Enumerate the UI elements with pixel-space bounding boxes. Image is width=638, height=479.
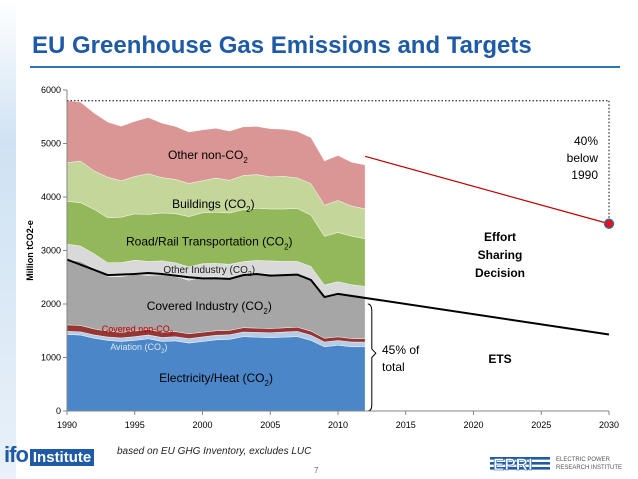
left-accent-bar: [0, 0, 16, 479]
stacked-areas: [66, 100, 366, 412]
chart-labels: Other non-CO2 Buildings (CO2) Road/Rail Tr…: [102, 134, 599, 388]
area-label-other-non-co2: Other non-CO2: [168, 148, 248, 165]
svg-text:RESEARCH INSTITUTE: RESEARCH INSTITUTE: [556, 465, 622, 471]
x-tick-label: 2015: [396, 420, 416, 430]
area-label-other-industry-co2: Other Industry (CO2): [163, 265, 255, 278]
y-tick-label: 1000: [41, 353, 61, 363]
y-tick-label: 3000: [41, 246, 61, 256]
svg-text:ELECTRIC POWER: ELECTRIC POWER: [556, 457, 611, 463]
ets-line: [66, 258, 610, 336]
ifo-logo-suffix: Institute: [29, 449, 95, 466]
y-axis-label: Million tCO2-e: [25, 220, 35, 281]
chart-axes: 0 1000 2000 3000 4000 5000 6000 1990 1995 2000 200…: [25, 85, 619, 430]
area-label-buildings-co2: Buildings (CO2): [172, 197, 254, 214]
ifo-logo-main: ifo: [4, 442, 29, 467]
y-tick-label: 4000: [41, 192, 61, 202]
x-tick-label: 1990: [57, 420, 77, 430]
target-path-line: [364, 155, 610, 225]
area-label-aviation-co2: Aviation (CO2): [110, 342, 167, 355]
chart-lines: [66, 100, 615, 412]
area-label-electricity-heat-co2: Electricity/Heat (CO2): [159, 371, 273, 388]
area-label-road-rail-transportation-co2: Road/Rail Transportation (CO2): [126, 235, 293, 252]
area-label-covered-industry-co2: Covered Industry (CO2): [147, 299, 272, 316]
y-tick-label: 6000: [41, 85, 61, 95]
x-tick-label: 1995: [125, 420, 145, 430]
target-label-line: 1990: [571, 168, 598, 182]
x-tick-label: 2010: [328, 420, 348, 430]
x-tick-label: 2025: [531, 420, 551, 430]
x-tick-label: 2030: [599, 420, 619, 430]
target-2030-marker: [603, 218, 615, 229]
target-label-line: below: [567, 151, 599, 165]
area-label-covered-non-co2: Covered non-CO2: [102, 324, 174, 337]
epri-logo: EPRI ELECTRIC POWER RESEARCH INSTITUTE: [490, 455, 622, 474]
ets-label: ETS: [488, 352, 511, 366]
y-tick-label: 2000: [41, 299, 61, 309]
ifo-institute-logo: ifo Institute: [4, 442, 95, 468]
x-tick-label: 2000: [192, 420, 212, 430]
x-tick-label: 2005: [260, 420, 280, 430]
target-label-line: 40%: [574, 134, 598, 148]
page-number: 7: [314, 466, 319, 475]
effort-sharing-label: Decision: [475, 266, 525, 280]
share-label: 45% of: [382, 343, 420, 357]
x-tick-label: 2020: [463, 420, 483, 430]
svg-text:EPRI: EPRI: [493, 455, 533, 474]
source-note: based on EU GHG Inventory, excludes LUC: [117, 446, 312, 457]
effort-sharing-label: Effort: [484, 230, 516, 244]
slide-title: EU Greenhouse Gas Emissions and Targets: [32, 32, 532, 59]
share-label: total: [382, 360, 405, 374]
effort-sharing-label: Sharing: [478, 248, 523, 262]
area-other-non-co2: [66, 100, 366, 210]
y-tick-label: 0: [56, 406, 61, 416]
share-bracket: [367, 303, 377, 412]
y-tick-label: 5000: [41, 139, 61, 149]
title-underline: [30, 66, 620, 68]
